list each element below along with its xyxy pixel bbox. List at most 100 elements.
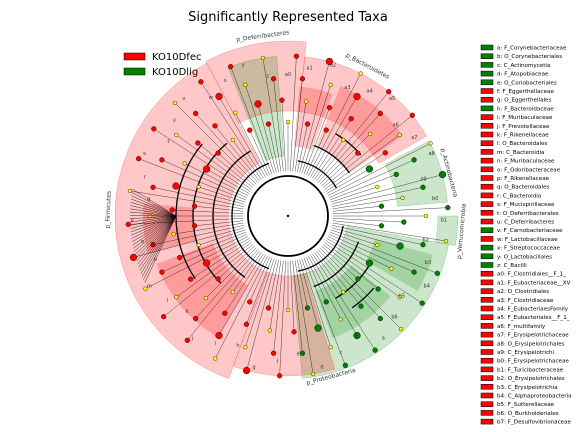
taxa-label-i: i: F_Muribaculaceae <box>497 115 553 121</box>
taxa-swatch-a0 <box>480 270 494 277</box>
taxon-node-56 <box>304 305 311 311</box>
inner-label-a9: a9 <box>420 177 426 183</box>
branch-24 <box>330 186 378 203</box>
taxon-node-60 <box>285 307 291 313</box>
taxa-swatch-f <box>480 88 494 94</box>
leaf-line-18 <box>130 215 177 226</box>
taxon-node-54 <box>328 345 333 350</box>
branch-49 <box>312 253 376 351</box>
taxa-label-h: h: F_Bacteroidaceae <box>497 106 554 112</box>
taxon-node-105 <box>172 100 177 105</box>
taxon-node-14 <box>377 110 383 117</box>
taxon-node-15 <box>367 131 373 137</box>
branch-7 <box>303 107 330 175</box>
branch-37 <box>329 231 438 274</box>
branch-43 <box>322 244 379 290</box>
branch-41 <box>325 240 423 304</box>
taxon-node-95 <box>172 182 180 190</box>
taxon-node-1 <box>293 53 299 59</box>
branch-1 <box>290 56 297 172</box>
taxa-label-d: d: F_Atopobiaceae <box>497 72 549 78</box>
branch-109 <box>200 81 264 179</box>
inner-label-j: j <box>191 335 193 341</box>
taxon-node-81 <box>143 286 148 291</box>
taxon-node-90 <box>147 213 153 219</box>
branch-119 <box>281 100 286 172</box>
branch-14 <box>317 113 381 183</box>
branch-54 <box>301 258 331 348</box>
branch-50 <box>310 254 358 336</box>
taxa-swatch-a7 <box>480 331 494 338</box>
branch-111 <box>235 112 268 177</box>
taxon-node-43 <box>375 286 381 292</box>
taxon-node-16 <box>355 150 361 156</box>
taxon-node-118 <box>270 76 277 82</box>
taxa-swatch-b4 <box>480 392 494 399</box>
taxon-node-80 <box>202 259 211 267</box>
taxon-node-83 <box>177 254 183 261</box>
taxa-swatch-v <box>480 227 494 233</box>
taxon-node-96 <box>196 184 201 190</box>
taxon-node-53 <box>342 362 348 368</box>
branch-62 <box>273 260 284 354</box>
taxon-node-94 <box>150 184 156 190</box>
taxa-label-y: y: O_Lactobacillales <box>497 254 552 260</box>
taxon-node-0 <box>285 119 291 125</box>
branch-58 <box>292 260 303 354</box>
taxon-node-102 <box>174 132 179 137</box>
inner-label-m: m <box>147 283 152 289</box>
taxon-node-42 <box>397 295 402 300</box>
branch-10 <box>310 96 358 178</box>
branch-88 <box>194 220 244 227</box>
taxa-swatch-b2 <box>480 375 494 381</box>
leaf-line-7 <box>136 215 177 262</box>
branch-25 <box>331 174 443 205</box>
inner-label-a2: a2 <box>330 63 336 69</box>
taxa-swatch-e <box>480 79 494 86</box>
taxon-node-44 <box>355 276 361 282</box>
branch-12 <box>314 139 344 180</box>
branch-55 <box>299 259 319 329</box>
branch-97 <box>138 158 247 201</box>
taxon-node-20 <box>365 165 374 173</box>
taxon-node-49 <box>372 347 378 353</box>
branch-63 <box>269 260 282 331</box>
inner-label-c: c <box>339 350 342 356</box>
taxon-node-48 <box>341 289 346 295</box>
taxon-node-63 <box>267 328 272 333</box>
legend-swatch-kolig <box>123 67 146 76</box>
taxa-swatch-a <box>480 44 494 51</box>
taxon-node-73 <box>184 337 190 343</box>
branch-21 <box>327 143 431 196</box>
taxa-label-b3: b3: C_Erysipelotrichia <box>497 385 558 391</box>
branch-27 <box>332 197 403 210</box>
taxon-node-88 <box>191 223 198 229</box>
taxa-swatch-a8 <box>480 340 494 347</box>
taxon-node-62 <box>270 350 277 356</box>
taxa-label-a5: a5: F_Eubacteriales__F_1_ <box>497 315 570 321</box>
taxon-node-33 <box>443 238 449 244</box>
taxon-node-72 <box>230 289 235 295</box>
branch-84 <box>198 229 246 246</box>
taxa-label-p: p: F_Rikenellaceae <box>497 176 550 182</box>
taxa-swatch-b1 <box>480 366 494 373</box>
leaf-line-27 <box>131 195 177 217</box>
sector-label-3: p_Firmicutes <box>104 191 112 229</box>
taxon-node-71 <box>222 310 228 316</box>
leaf-line-6 <box>137 215 177 265</box>
taxon-node-107 <box>212 123 218 129</box>
branch-115 <box>257 103 277 173</box>
branch-81 <box>145 236 249 289</box>
taxon-node-5 <box>325 57 334 66</box>
taxon-node-89 <box>125 221 131 227</box>
taxa-swatch-r <box>480 192 494 199</box>
taxa-swatch-l <box>480 140 494 146</box>
leaf-line-19 <box>130 215 177 223</box>
taxa-swatch-t <box>480 210 494 216</box>
taxa-label-z: z: C_Bacilli <box>497 263 527 269</box>
leaf-line-14 <box>131 215 177 239</box>
inner-label-f: f <box>276 360 278 366</box>
taxon-node-52 <box>323 299 329 305</box>
leaf-line-26 <box>130 198 177 217</box>
